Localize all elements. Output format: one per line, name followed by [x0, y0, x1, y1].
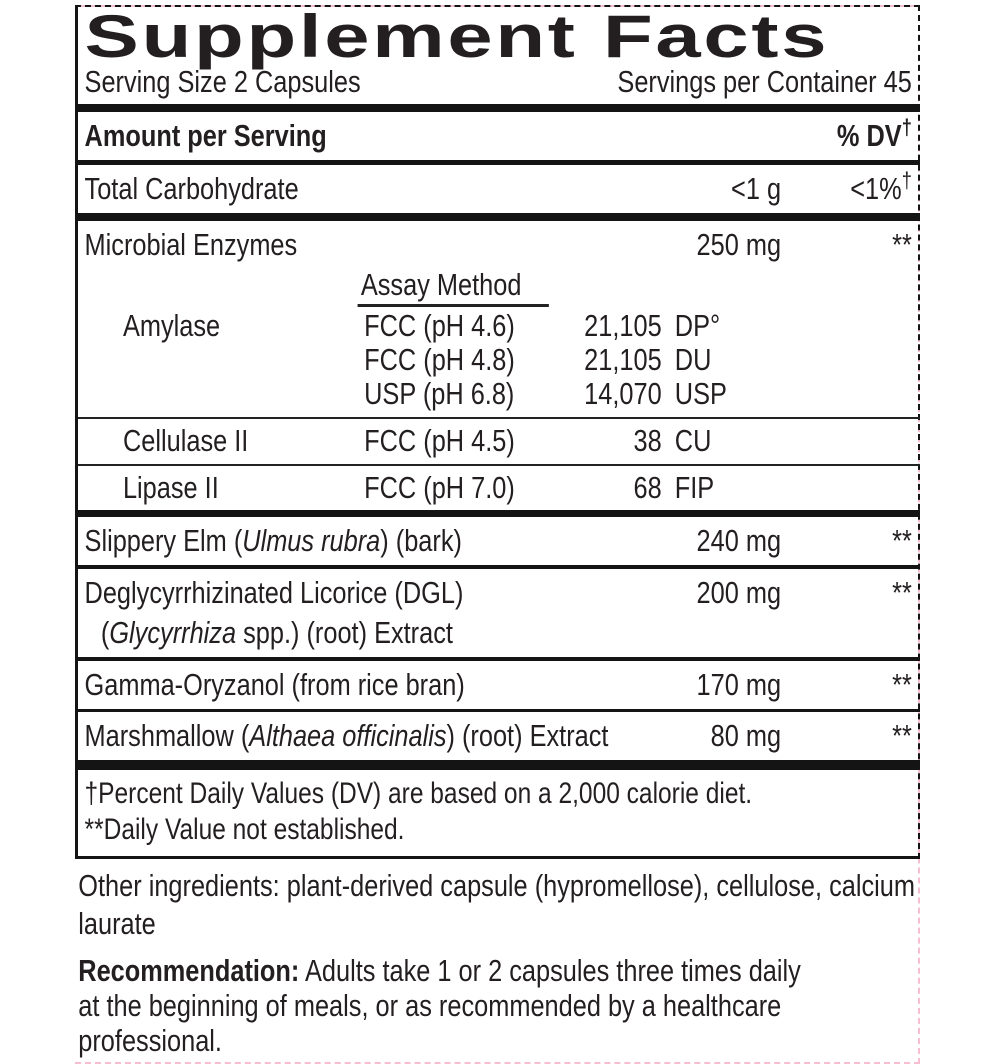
- panel-title: Supplement Facts: [84, 3, 830, 70]
- ingredient-name: Microbial Enzymes: [84, 227, 298, 262]
- footnotes: †Percent Daily Values (DV) are based on …: [78, 772, 920, 856]
- latin-name: Glycyrrhiza: [109, 615, 237, 650]
- assay-method-header: Assay Method: [357, 267, 550, 307]
- assay-value: 21,105: [584, 342, 662, 377]
- latin-name: Ulmus rubra: [242, 523, 381, 558]
- enzyme-group-lipase: Lipase II FCC (pH 7.0) 68 FIP: [78, 469, 920, 508]
- recommendation-label: Recommendation:: [78, 953, 300, 988]
- ingredient-row-marshmallow: Marshmallow (Althaea officinalis) (root)…: [78, 714, 920, 758]
- divider-thick: [78, 104, 921, 112]
- divider-thick: [78, 213, 921, 221]
- assay-value: 21,105: [584, 308, 662, 343]
- ingredient-amount: 170 mg: [696, 667, 782, 702]
- percent-dv-header: % DV†: [836, 114, 912, 153]
- assay-row: Cellulase II FCC (pH 4.5) 38 CU: [78, 424, 920, 458]
- ingredient-amount: 240 mg: [696, 523, 782, 558]
- enzyme-group-cellulase: Cellulase II FCC (pH 4.5) 38 CU: [78, 422, 920, 461]
- assay-method: FCC (pH 4.8): [364, 342, 515, 377]
- assay-unit: CU: [674, 423, 712, 458]
- assay-row: Lipase II FCC (pH 7.0) 68 FIP: [78, 471, 920, 505]
- ingredient-name: Marshmallow (Althaea officinalis) (root)…: [84, 718, 609, 753]
- enzyme-name: Lipase II: [122, 470, 219, 505]
- column-header-row: Amount per Serving % DV†: [78, 114, 920, 158]
- enzyme-name: Amylase: [122, 308, 221, 343]
- latin-name: Althaea officinalis: [249, 718, 447, 753]
- assay-value: 38: [633, 423, 662, 458]
- assay-unit: USP: [674, 376, 727, 411]
- divider-thin: [78, 417, 921, 419]
- assay-method: FCC (pH 7.0): [364, 470, 515, 505]
- supplement-facts-panel: Supplement Facts Serving Size 2 Capsules…: [75, 5, 921, 859]
- footnote-not-established: **Daily Value not established.: [84, 813, 405, 846]
- ingredient-name: Slippery Elm (Ulmus rubra) (bark): [84, 523, 462, 558]
- ingredient-amount: 200 mg: [696, 575, 782, 610]
- assay-row: FCC (pH 4.8) 21,105 DU: [78, 343, 920, 377]
- assay-row: USP (pH 6.8) 14,070 USP: [78, 377, 920, 411]
- divider-medium: [78, 160, 921, 165]
- ingredient-name-line1: Deglycyrrhizinated Licorice (DGL): [84, 575, 464, 610]
- assay-value: 14,070: [584, 376, 662, 411]
- ingredient-row-microbial-enzymes: Microbial Enzymes 250 mg **: [78, 223, 920, 267]
- ingredient-dv: **: [892, 523, 912, 558]
- ingredient-dv: **: [892, 227, 912, 262]
- divider-medium: [78, 657, 921, 661]
- ingredient-name: Gamma-Oryzanol (from rice bran): [84, 667, 465, 702]
- assay-method-header-row: Assay Method: [78, 267, 920, 307]
- assay-value: 68: [633, 470, 662, 505]
- below-panel-text: Other ingredients: plant-derived capsule…: [75, 859, 918, 1058]
- ingredient-name: Total Carbohydrate: [84, 171, 299, 206]
- other-ingredients: Other ingredients: plant-derived capsule…: [78, 868, 915, 941]
- divider-thin: [78, 464, 921, 466]
- enzyme-group-amylase: Amylase FCC (pH 4.6) 21,105 DP° FCC (pH …: [78, 307, 920, 414]
- ingredient-amount: 250 mg: [696, 227, 782, 262]
- amount-per-serving-header: Amount per Serving: [84, 118, 327, 153]
- recommendation: Recommendation: Adults take 1 or 2 capsu…: [78, 953, 801, 1058]
- ingredient-dv: **: [892, 575, 912, 610]
- ingredient-name: Deglycyrrhizinated Licorice (DGL) (Glycy…: [85, 573, 683, 653]
- ingredient-dv: <1%†: [850, 167, 912, 206]
- ingredient-row-slippery-elm: Slippery Elm (Ulmus rubra) (bark) 240 mg…: [78, 519, 920, 563]
- assay-method: FCC (pH 4.5): [364, 423, 515, 458]
- divider-medium: [78, 565, 921, 569]
- dagger-symbol: †: [901, 167, 912, 193]
- assay-unit: DP°: [674, 308, 721, 343]
- label-dieline: Supplement Facts Serving Size 2 Capsules…: [75, 5, 921, 1064]
- divider-thick: [78, 760, 921, 770]
- assay-method: FCC (pH 4.6): [364, 308, 515, 343]
- ingredient-name-line2: (Glycyrrhiza spp.) (root) Extract: [100, 615, 453, 650]
- servings-per-container: Servings per Container 45: [617, 64, 912, 99]
- ingredient-row-dgl: Deglycyrrhizinated Licorice (DGL) (Glycy…: [78, 571, 920, 655]
- ingredient-amount: 80 mg: [710, 718, 782, 753]
- ingredient-amount: <1 g: [731, 171, 782, 206]
- assay-row: Amylase FCC (pH 4.6) 21,105 DP°: [78, 309, 920, 343]
- assay-unit: FIP: [674, 470, 715, 505]
- assay-method: USP (pH 6.8): [364, 376, 515, 411]
- serving-row: Serving Size 2 Capsules Servings per Con…: [78, 65, 920, 102]
- serving-size: Serving Size 2 Capsules: [84, 64, 361, 99]
- divider-medium: [78, 709, 921, 712]
- footnote-dv: †Percent Daily Values (DV) are based on …: [84, 777, 753, 810]
- ingredient-row-gamma-oryzanol: Gamma-Oryzanol (from rice bran) 170 mg *…: [78, 663, 920, 707]
- assay-unit: DU: [674, 342, 712, 377]
- ingredient-row-total-carbohydrate: Total Carbohydrate <1 g <1%†: [78, 167, 920, 211]
- enzyme-name: Cellulase II: [122, 423, 249, 458]
- ingredient-dv: **: [892, 667, 912, 702]
- ingredient-dv: **: [892, 718, 912, 753]
- dagger-symbol: †: [901, 114, 912, 140]
- divider-thick: [78, 510, 921, 517]
